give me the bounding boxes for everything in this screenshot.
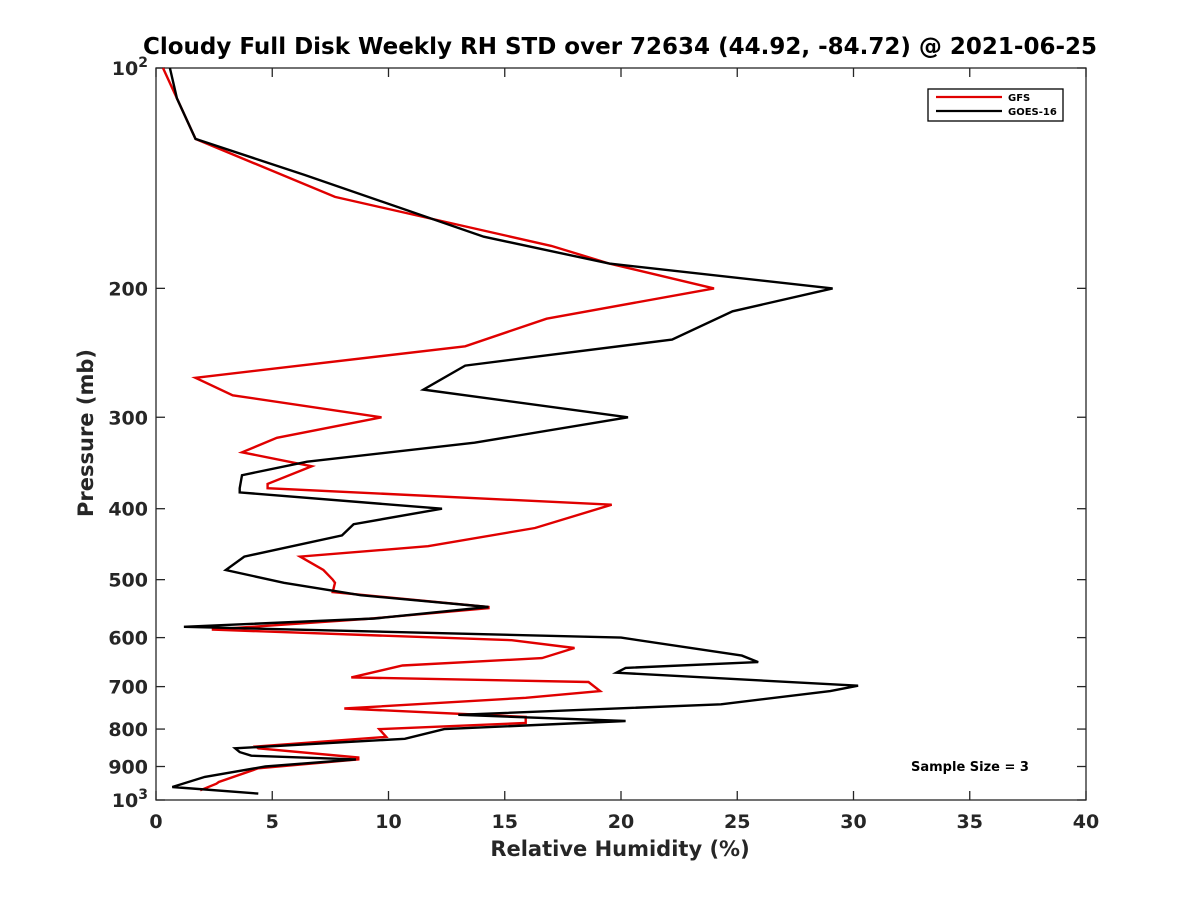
x-axis: 0 5 10 15 20 25 30 35 40 — [149, 68, 1099, 833]
x-axis-label: Relative Humidity (%) — [490, 837, 749, 861]
x-tick-label: 10 — [375, 811, 401, 833]
x-tick-label: 15 — [492, 811, 518, 833]
x-tick-label: 25 — [724, 811, 750, 833]
y-tick-label: 500 — [108, 570, 148, 592]
y-tick-label: 600 — [108, 628, 148, 650]
legend-label-goes-16: GOES-16 — [1008, 107, 1057, 118]
y-tick-label: 200 — [108, 278, 148, 300]
y-tick-label: 400 — [108, 499, 148, 521]
x-tick-label: 0 — [149, 811, 162, 833]
legend: GFS GOES-16 — [927, 88, 1064, 122]
x-tick-label: 5 — [266, 811, 279, 833]
y-tick-label: 700 — [108, 677, 148, 699]
x-tick-label: 30 — [840, 811, 866, 833]
x-tick-label: 20 — [608, 811, 634, 833]
y-tick-label: 103 — [112, 787, 148, 812]
y-tick-label: 102 — [112, 55, 148, 80]
y-tick-label: 300 — [108, 407, 148, 429]
legend-box — [927, 88, 1064, 122]
y-axis-label: Pressure (mb) — [74, 349, 98, 517]
chart-title: Cloudy Full Disk Weekly RH STD over 7263… — [143, 34, 1097, 60]
plot-area: 0 5 10 15 20 25 30 35 40 102 200 300 400 500 600 700 80… — [108, 55, 1099, 833]
series-line-goes-16 — [168, 67, 859, 795]
x-tick-label: 40 — [1073, 811, 1099, 833]
y-tick-label: 800 — [108, 719, 148, 741]
sample-size-annotation: Sample Size = 3 — [911, 760, 1029, 775]
series-lines — [161, 67, 859, 795]
legend-label-gfs: GFS — [1008, 93, 1030, 104]
y-axis: 102 200 300 400 500 600 700 800 900 103 — [108, 55, 1086, 812]
x-tick-label: 35 — [957, 811, 983, 833]
y-tick-label: 900 — [108, 757, 148, 779]
